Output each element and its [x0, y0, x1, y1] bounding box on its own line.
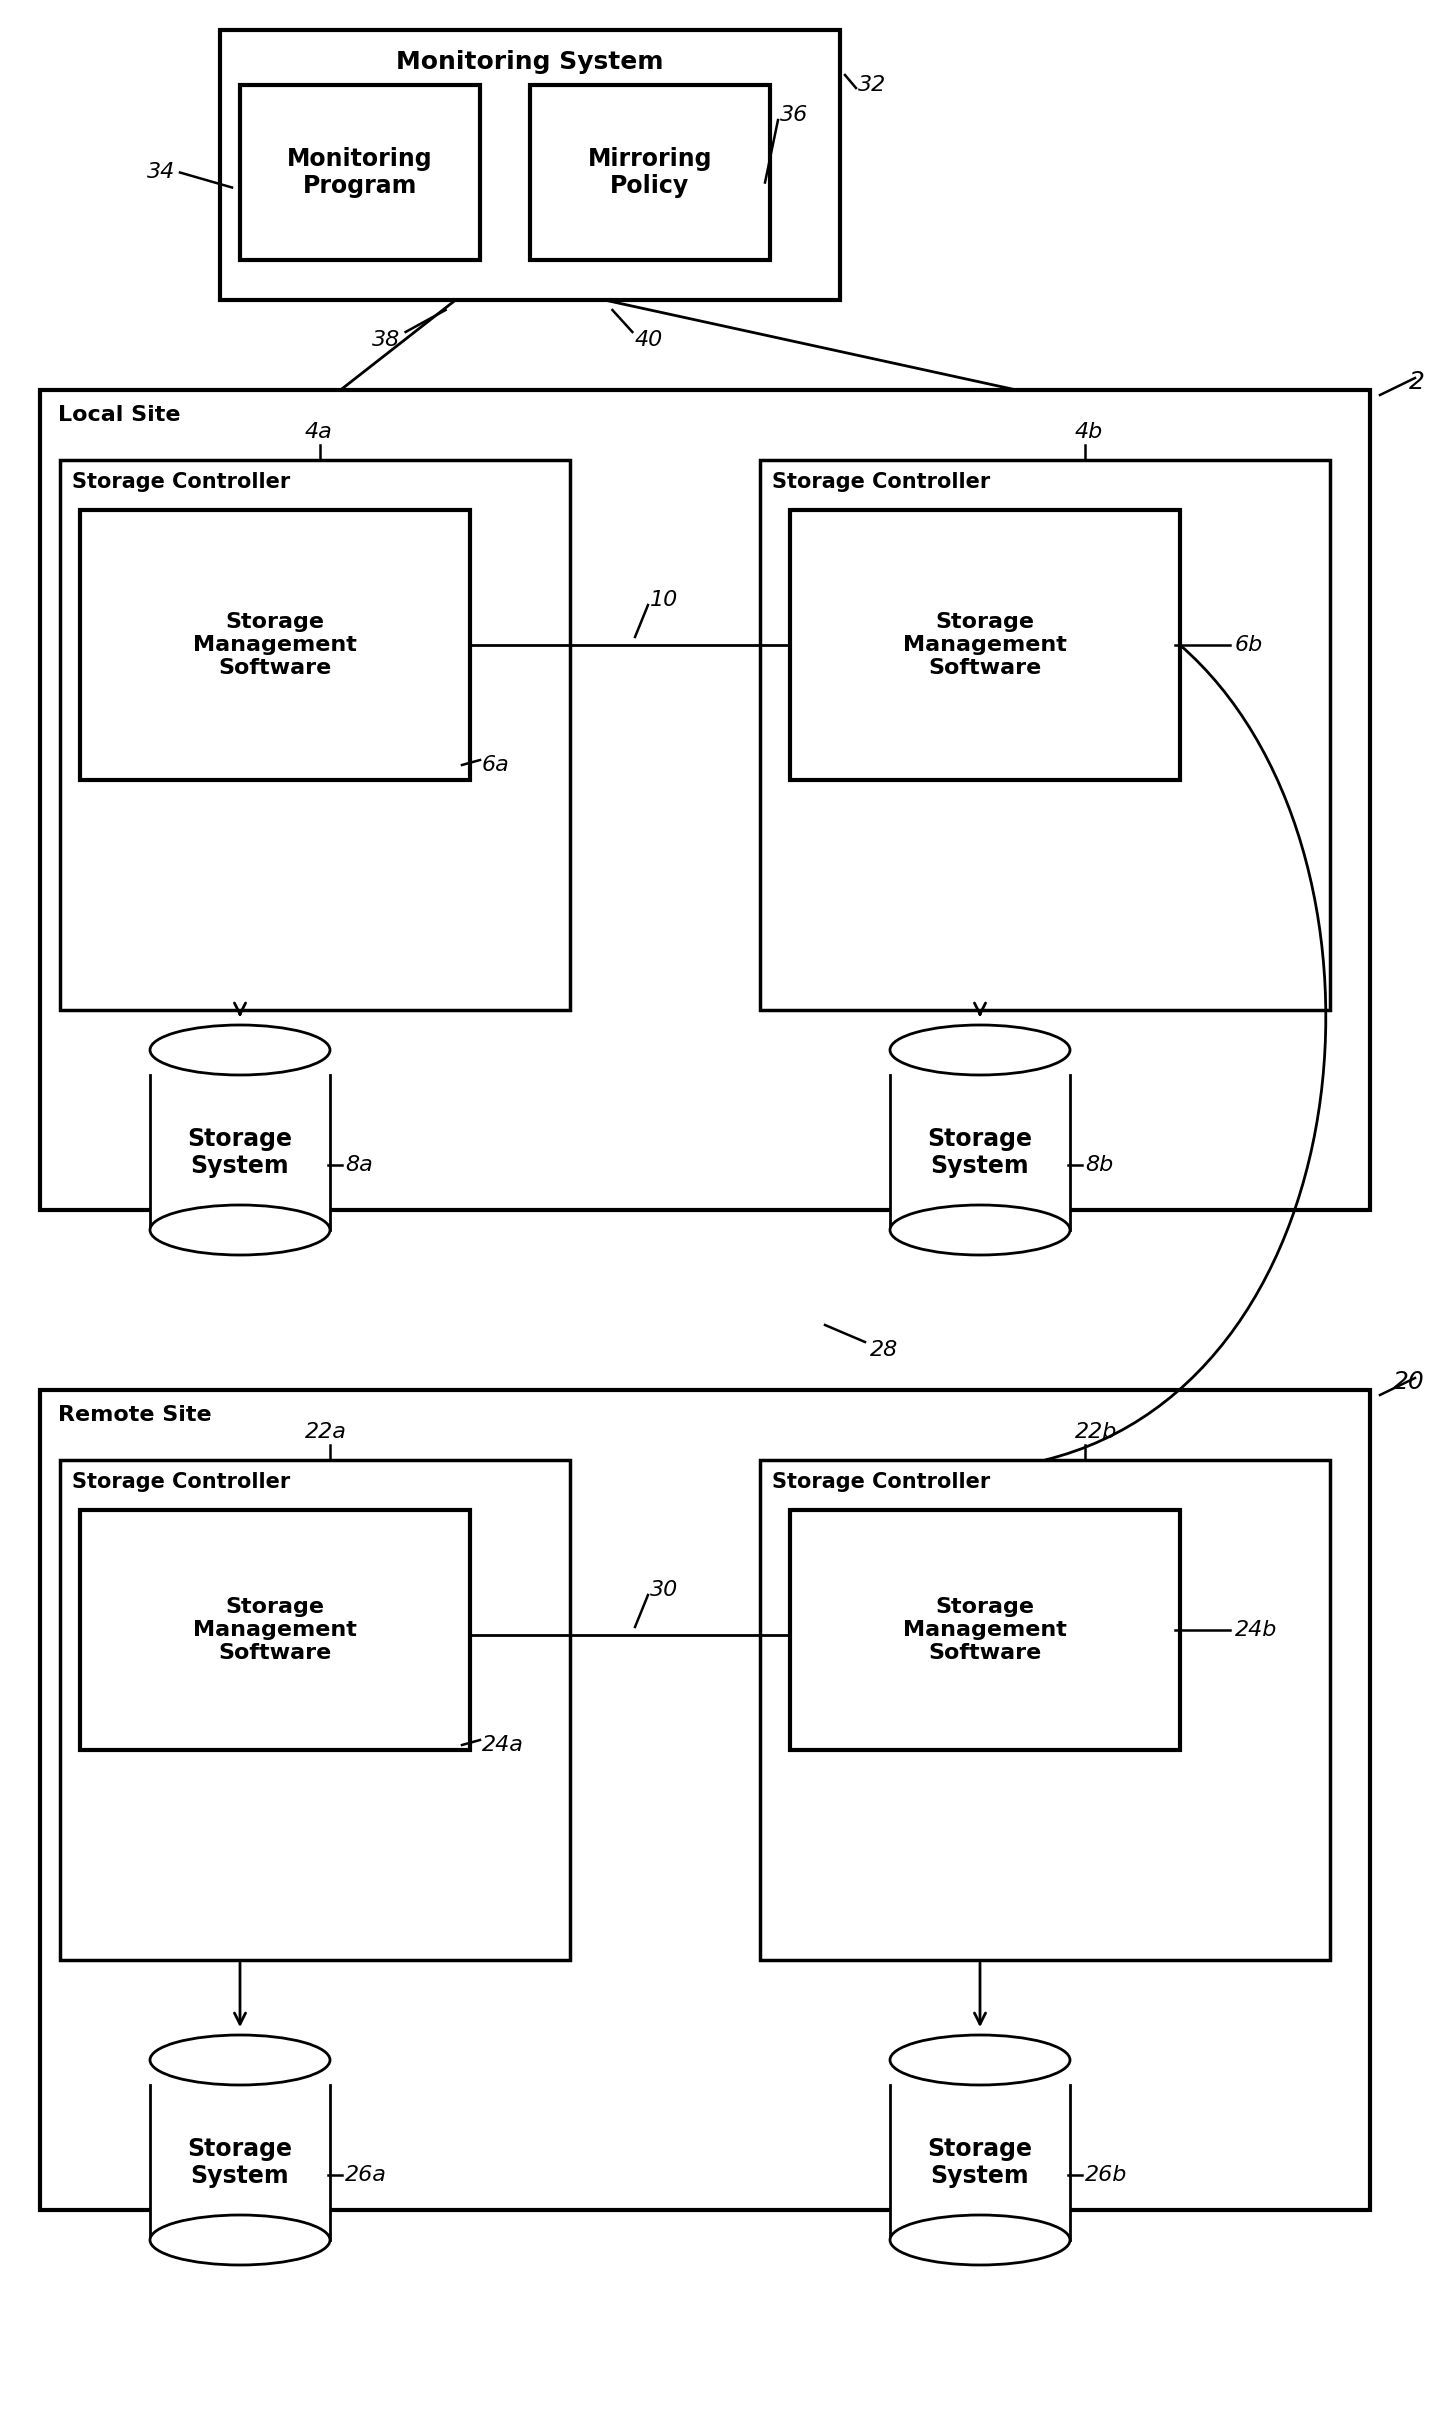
Text: 22b: 22b	[1074, 1422, 1118, 1442]
Text: 34: 34	[146, 162, 175, 181]
Text: 2: 2	[1409, 370, 1425, 394]
Bar	[760, 1461, 1330, 1959]
Text: Storage
System: Storage System	[187, 2136, 293, 2189]
Ellipse shape	[890, 2034, 1070, 2085]
Text: 8b: 8b	[1085, 1154, 1114, 1176]
Text: 24b: 24b	[1235, 1621, 1277, 1640]
Bar	[41, 389, 1370, 1210]
Text: Remote Site: Remote Site	[58, 1405, 212, 1425]
Text: Storage Controller: Storage Controller	[771, 472, 990, 491]
Bar	[790, 510, 1180, 779]
Text: 20: 20	[1393, 1369, 1425, 1393]
Text: 30: 30	[650, 1580, 679, 1599]
Bar	[59, 460, 570, 1011]
Ellipse shape	[890, 1026, 1070, 1074]
Ellipse shape	[149, 2034, 331, 2085]
Bar	[149, 1074, 331, 1229]
Bar	[241, 85, 480, 259]
Text: 22a: 22a	[304, 1422, 347, 1442]
Text: 8a: 8a	[345, 1154, 373, 1176]
Text: Mirroring
Policy: Mirroring Policy	[587, 148, 712, 198]
Text: Storage Controller: Storage Controller	[72, 472, 290, 491]
Bar	[790, 1509, 1180, 1749]
Text: Local Site: Local Site	[58, 404, 180, 426]
Text: Storage
Management
Software: Storage Management Software	[193, 1597, 357, 1664]
Bar	[59, 1461, 570, 1959]
Text: 38: 38	[373, 329, 400, 351]
Text: 36: 36	[780, 104, 808, 126]
Bar	[890, 2085, 1070, 2240]
Bar	[80, 1509, 470, 1749]
Bar	[149, 2085, 331, 2240]
Ellipse shape	[149, 2216, 331, 2264]
Bar	[890, 1074, 1070, 1229]
Ellipse shape	[890, 2216, 1070, 2264]
Bar	[41, 1391, 1370, 2211]
Text: 28: 28	[870, 1340, 898, 1359]
Bar	[220, 29, 840, 300]
Text: Storage
System: Storage System	[187, 1127, 293, 1178]
Text: 4b: 4b	[1074, 421, 1103, 443]
Text: 24a: 24a	[481, 1734, 523, 1756]
Text: Storage
Management
Software: Storage Management Software	[193, 612, 357, 677]
Text: Storage
Management
Software: Storage Management Software	[903, 1597, 1067, 1664]
Text: 40: 40	[635, 329, 663, 351]
Text: 26b: 26b	[1085, 2165, 1127, 2184]
Text: Storage
System: Storage System	[928, 2136, 1032, 2189]
Text: Monitoring
Program: Monitoring Program	[287, 148, 432, 198]
Bar	[80, 510, 470, 779]
Text: Monitoring System: Monitoring System	[396, 51, 664, 75]
Bar	[760, 460, 1330, 1011]
Text: Storage
Management
Software: Storage Management Software	[903, 612, 1067, 677]
Text: 4a: 4a	[304, 421, 332, 443]
Text: Storage Controller: Storage Controller	[72, 1473, 290, 1493]
Bar	[531, 85, 770, 259]
Ellipse shape	[149, 1026, 331, 1074]
Text: 6a: 6a	[481, 755, 510, 774]
Text: Storage
System: Storage System	[928, 1127, 1032, 1178]
Text: 10: 10	[650, 590, 679, 610]
Text: 26a: 26a	[345, 2165, 387, 2184]
Text: 6b: 6b	[1235, 636, 1263, 656]
Text: 32: 32	[858, 75, 886, 94]
Ellipse shape	[890, 1205, 1070, 1255]
Text: Storage Controller: Storage Controller	[771, 1473, 990, 1493]
Ellipse shape	[149, 1205, 331, 1255]
